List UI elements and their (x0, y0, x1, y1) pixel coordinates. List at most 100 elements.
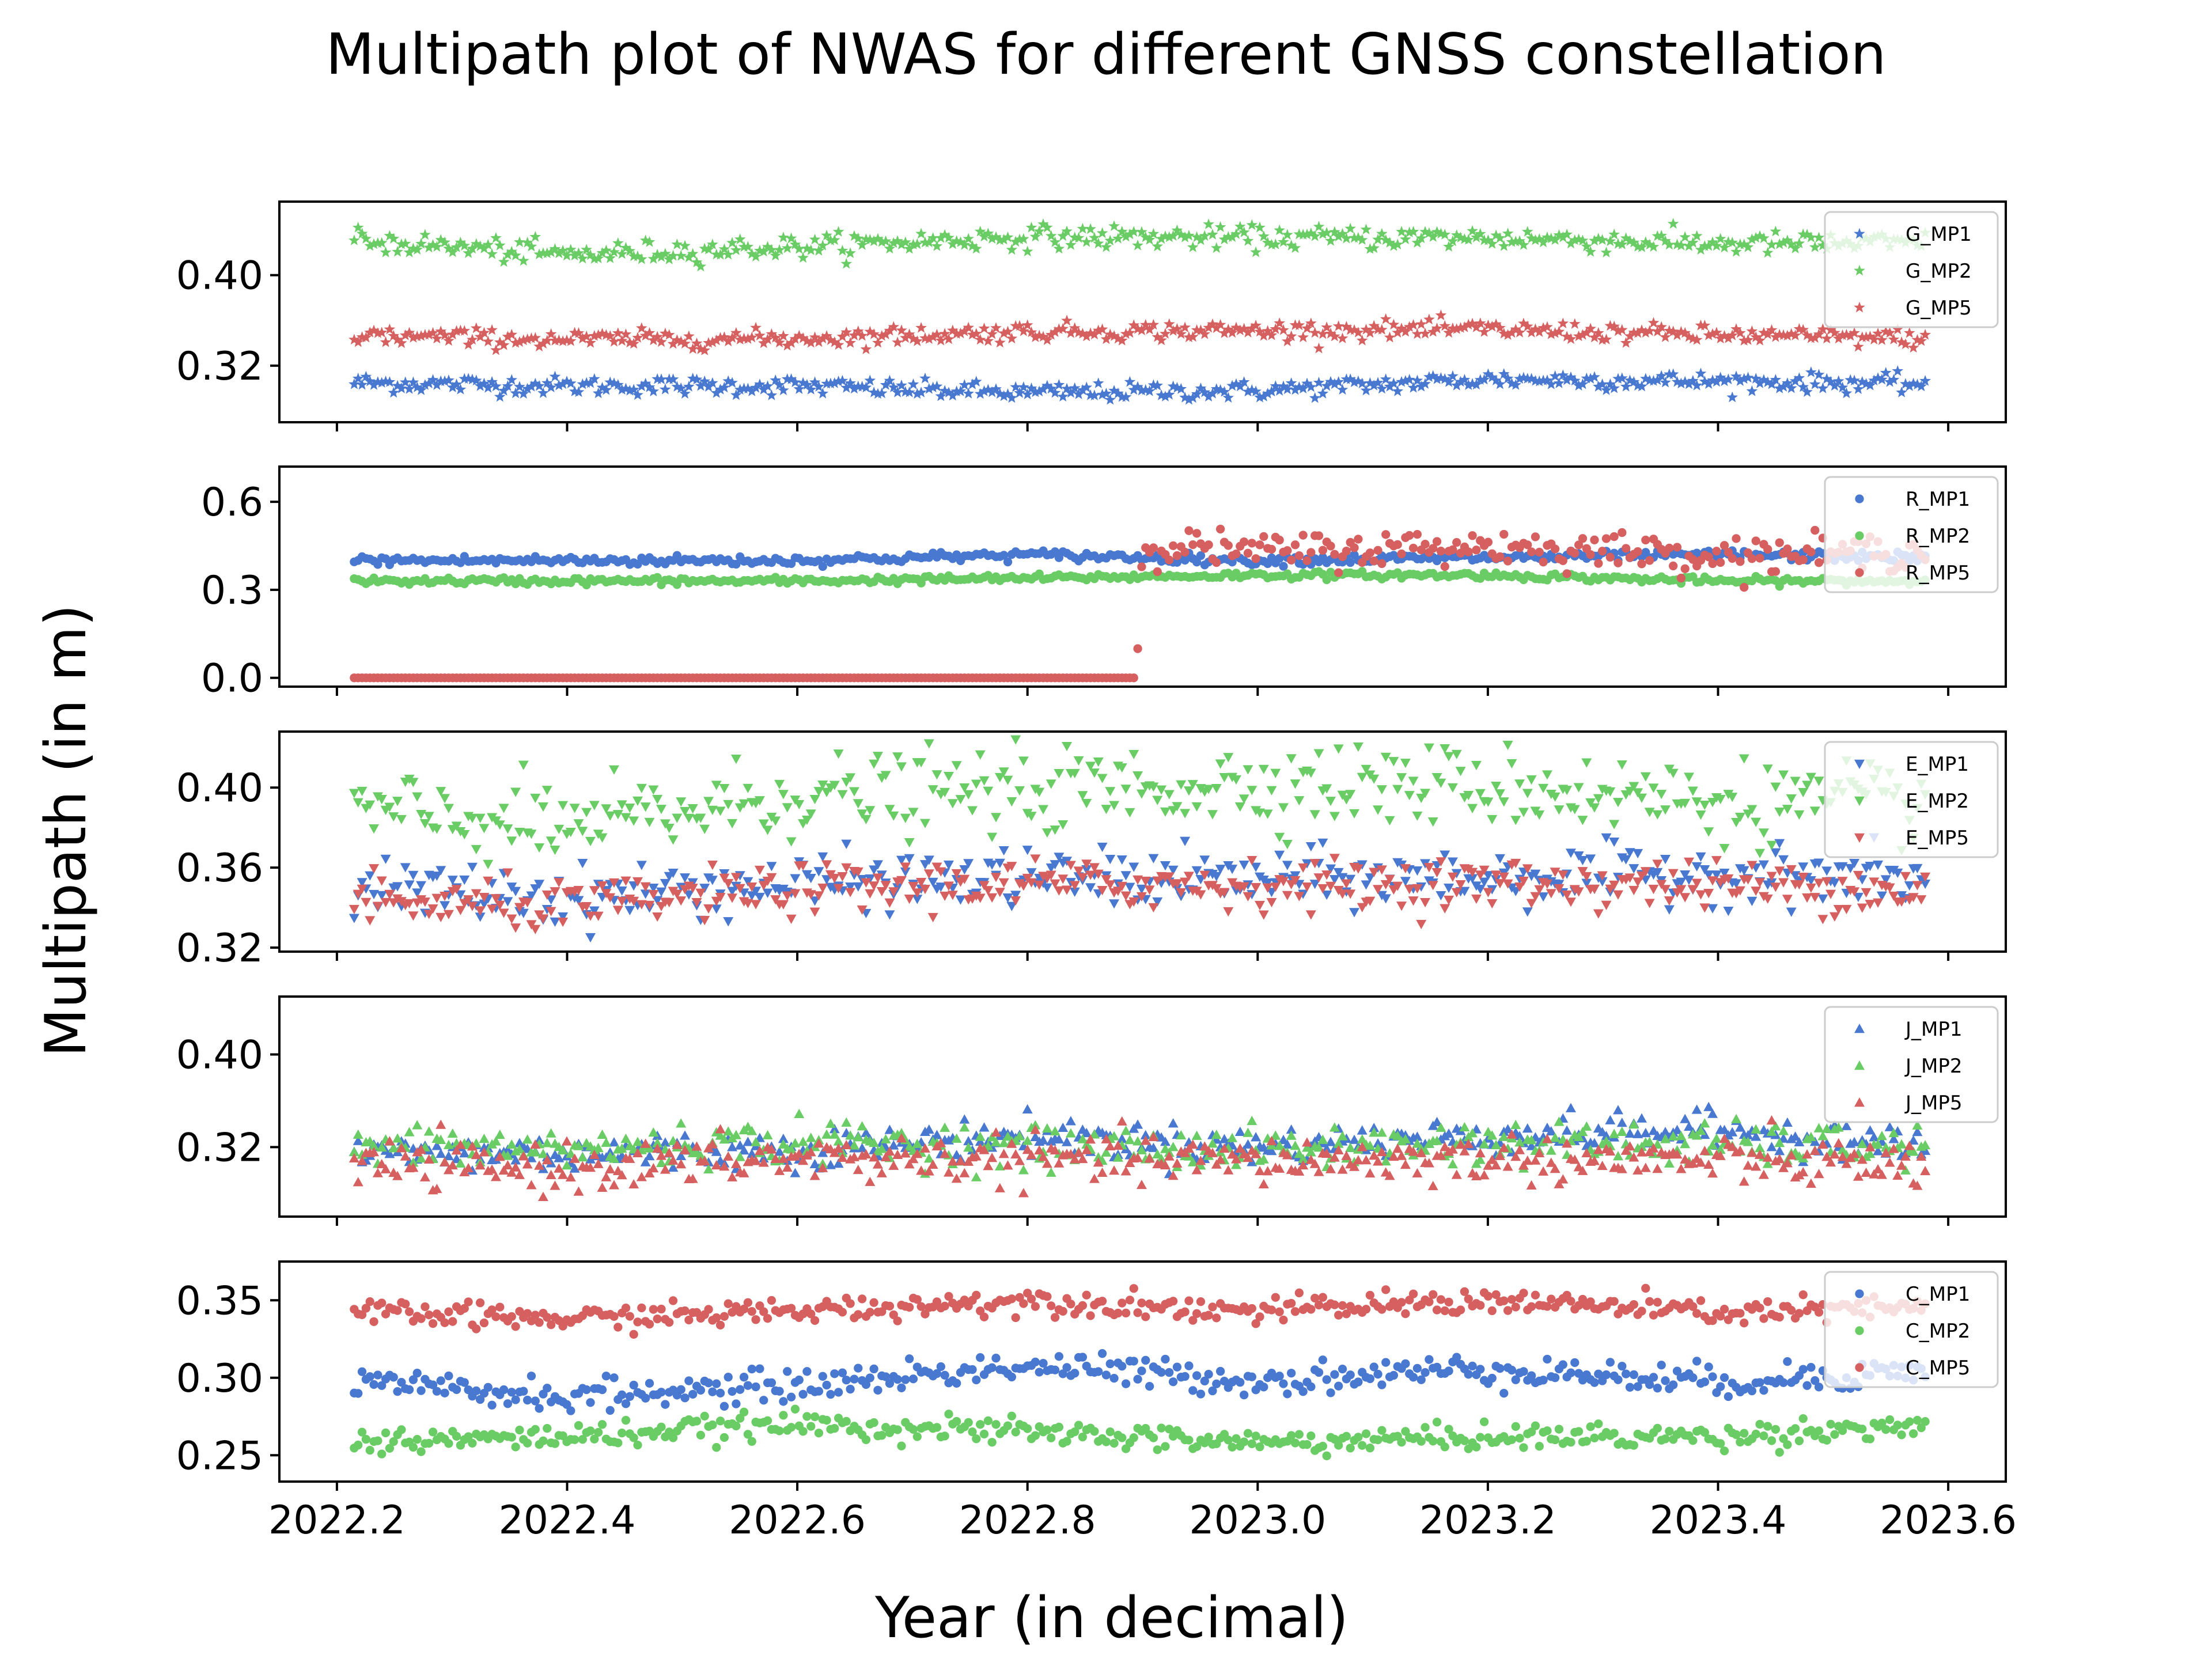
data-point (872, 1146, 883, 1156)
data-point (541, 335, 553, 346)
data-point (1388, 319, 1400, 330)
data-point (392, 1171, 403, 1180)
legend-label: J_MP2 (1904, 1055, 1963, 1078)
data-point (1163, 231, 1175, 243)
data-point (1546, 1145, 1556, 1155)
data-point (608, 377, 620, 388)
data-point (1840, 387, 1853, 399)
data-point (1002, 1160, 1013, 1170)
data-point (1025, 382, 1037, 393)
data-point (639, 329, 652, 341)
data-point (1451, 888, 1462, 897)
data-point (813, 891, 824, 901)
data-point (757, 337, 770, 349)
data-point (1738, 866, 1749, 876)
data-point (1585, 373, 1596, 384)
data-point (1620, 855, 1631, 865)
data-point (743, 1137, 753, 1146)
data-point (1868, 374, 1880, 386)
data-point (785, 232, 797, 244)
data-point (1490, 229, 1502, 240)
data-point (1782, 1158, 1793, 1168)
data-point (1132, 381, 1143, 392)
data-point (734, 233, 746, 244)
data-point (1896, 387, 1907, 397)
data-point (872, 873, 883, 883)
legend-marker (1854, 264, 1865, 276)
data-point (734, 1140, 745, 1150)
data-point (1153, 567, 1162, 577)
data-point (1416, 1147, 1427, 1157)
data-point (955, 327, 967, 339)
data-point (589, 329, 600, 341)
data-point (1266, 1135, 1277, 1146)
data-point (860, 343, 872, 354)
data-point (1388, 1151, 1399, 1161)
data-point (825, 334, 836, 345)
data-point (1081, 1145, 1092, 1154)
data-point (1562, 1138, 1573, 1148)
data-point (1589, 331, 1600, 343)
y-tick-label: 0.40 (176, 253, 263, 299)
data-point (1443, 241, 1455, 252)
data-point (1108, 330, 1120, 341)
data-point (577, 1152, 588, 1162)
data-point (1322, 575, 1331, 585)
data-point (1369, 1127, 1380, 1137)
data-point (900, 862, 911, 872)
data-point (1089, 768, 1100, 778)
data-point (419, 819, 430, 829)
data-point (1423, 313, 1435, 325)
data-point (533, 340, 545, 352)
data-point (935, 232, 947, 243)
data-point (1801, 229, 1813, 240)
legend-box (1824, 476, 1999, 593)
data-point (817, 240, 829, 251)
data-point (699, 824, 710, 834)
data-point (1254, 900, 1265, 911)
data-point (1203, 218, 1214, 229)
data-point (1188, 540, 1198, 550)
data-point (947, 324, 959, 336)
data-point (384, 802, 395, 812)
data-point (1250, 319, 1262, 331)
data-point (1483, 888, 1494, 897)
data-point (845, 773, 856, 783)
data-point (1207, 810, 1218, 820)
data-point (1537, 374, 1549, 386)
data-point (1380, 880, 1391, 890)
data-point (1105, 854, 1116, 865)
data-point (975, 893, 986, 903)
data-point (439, 329, 450, 340)
data-point (353, 798, 363, 808)
data-point (915, 321, 927, 333)
data-point (1061, 315, 1073, 326)
data-point (632, 1137, 643, 1146)
data-point (978, 385, 990, 396)
data-point (652, 912, 663, 922)
data-point (1573, 330, 1585, 342)
data-point (1396, 1150, 1407, 1160)
data-point (1459, 1146, 1470, 1156)
data-point (1774, 1138, 1785, 1147)
data-point (376, 327, 388, 338)
data-point (951, 761, 962, 771)
data-point (541, 377, 553, 388)
data-point (1349, 324, 1360, 335)
data-point (1077, 1134, 1088, 1143)
data-point (1597, 547, 1607, 556)
data-point (1557, 231, 1569, 243)
data-point (1021, 245, 1033, 257)
data-point (1860, 378, 1872, 389)
data-point (1357, 1142, 1368, 1152)
data-point (1667, 218, 1679, 229)
data-point (1707, 904, 1718, 914)
data-point (427, 239, 439, 250)
data-point (963, 1142, 974, 1152)
data-point (884, 1124, 895, 1134)
data-point (543, 1384, 552, 1393)
data-point (663, 329, 675, 340)
data-point (1522, 1155, 1533, 1165)
data-point (1801, 329, 1813, 340)
data-point (1821, 1152, 1832, 1161)
